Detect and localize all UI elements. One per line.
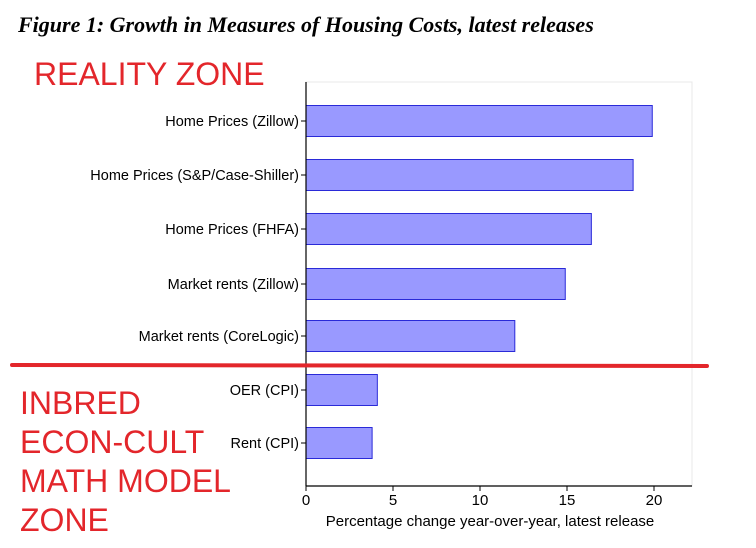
category-label-1: Home Prices (Zillow) (165, 114, 299, 130)
bar-6 (305, 374, 378, 406)
inbred-zone-line-4: ZONE (20, 502, 109, 538)
category-label-4: Market rents (Zillow) (168, 277, 299, 293)
x-axis-title: Percentage change year-over-year, latest… (326, 513, 655, 530)
category-label-7: Rent (CPI) (231, 436, 300, 452)
inbred-zone-line-1: INBRED (20, 385, 141, 421)
bar-4 (305, 268, 566, 300)
x-tick-label-5: 5 (389, 492, 397, 509)
category-label-5: Market rents (CoreLogic) (139, 329, 299, 345)
bar-7 (305, 427, 373, 459)
category-label-2: Home Prices (S&P/Case-Shiller) (90, 168, 299, 184)
bar-3 (305, 213, 592, 245)
inbred-zone-line-3: MATH MODEL (20, 463, 231, 499)
bar-5 (305, 320, 516, 352)
category-label-3: Home Prices (FHFA) (165, 222, 299, 238)
bar-1 (305, 105, 653, 137)
bar-2 (305, 159, 634, 191)
inbred-zone-line-2: ECON-CULT (20, 424, 205, 460)
zone-divider-line (10, 363, 709, 368)
reality-zone-label: REALITY ZONE (34, 56, 265, 92)
category-label-6: OER (CPI) (230, 383, 299, 399)
inbred-zone-label: INBRED ECON-CULT MATH MODEL ZONE (20, 384, 231, 540)
figure-title: Figure 1: Growth in Measures of Housing … (18, 12, 594, 37)
x-tick-label-15: 15 (559, 492, 576, 509)
x-tick-label-20: 20 (646, 492, 663, 509)
x-tick-label-10: 10 (472, 492, 489, 509)
x-tick-label-0: 0 (302, 492, 310, 509)
